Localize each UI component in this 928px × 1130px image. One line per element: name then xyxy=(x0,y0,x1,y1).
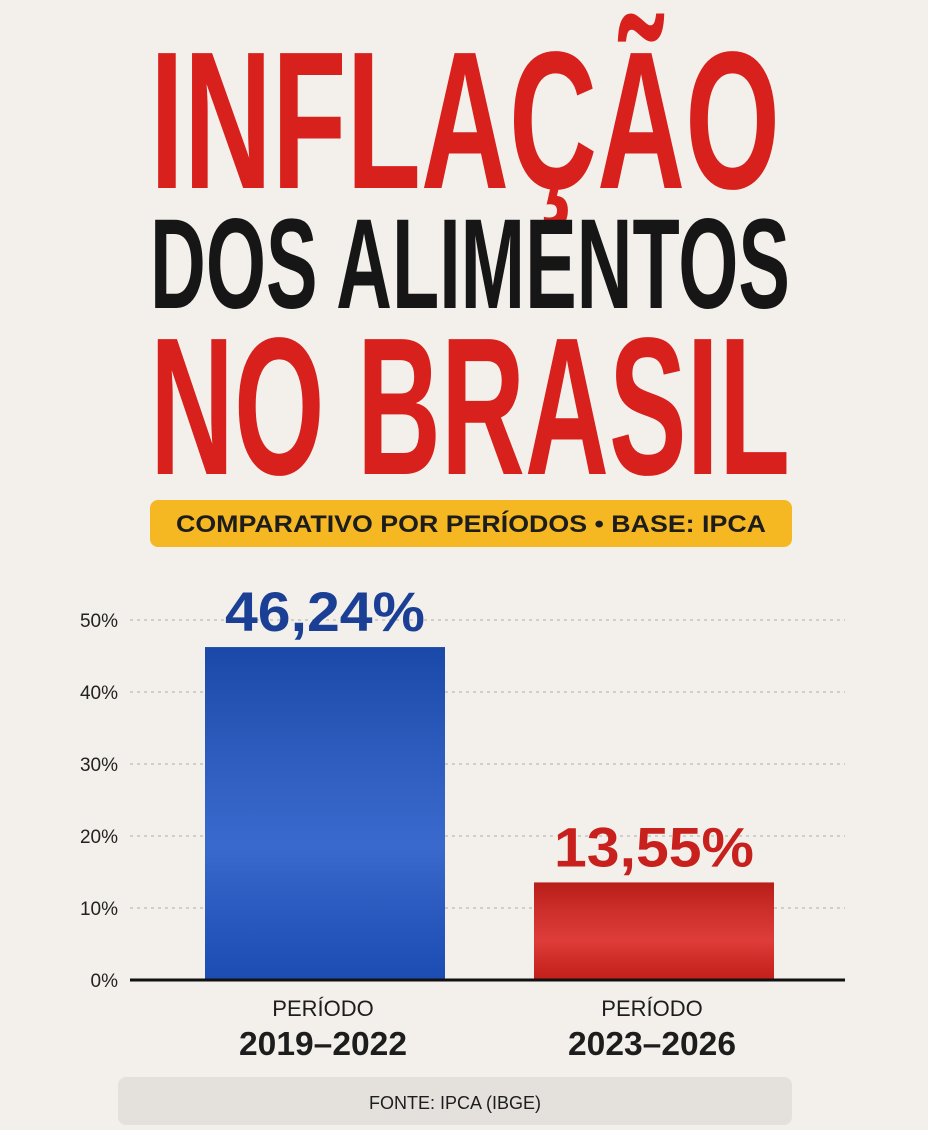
subtitle: COMPARATIVO POR PERÍODOS • BASE: IPCA xyxy=(176,510,766,538)
subtitle-pill xyxy=(150,500,792,547)
source: FONTE: IPCA (IBGE) xyxy=(369,1093,541,1113)
title-line: INFLAÇÃO xyxy=(150,11,780,230)
bar-shade xyxy=(534,882,774,980)
title-line: NO BRASIL xyxy=(150,297,790,516)
x-tick-label: PERÍODO xyxy=(601,996,702,1021)
title-line: DOS ALIMENTOS xyxy=(150,193,790,336)
x-tick-label: 2019–2022 xyxy=(239,1025,407,1062)
y-tick-label: 10% xyxy=(80,899,118,920)
y-tick-label: 30% xyxy=(80,755,118,776)
value-label: 13,55% xyxy=(554,815,754,878)
value-label: 46,24% xyxy=(225,580,425,643)
y-tick-label: 0% xyxy=(91,971,119,992)
bar-shade xyxy=(205,647,445,980)
source-pill xyxy=(118,1077,792,1125)
y-tick-label: 40% xyxy=(80,683,118,704)
y-tick-label: 20% xyxy=(80,827,118,848)
x-tick-label: PERÍODO xyxy=(272,996,373,1021)
x-tick-label: 2023–2026 xyxy=(568,1025,736,1062)
y-tick-label: 50% xyxy=(80,611,118,632)
